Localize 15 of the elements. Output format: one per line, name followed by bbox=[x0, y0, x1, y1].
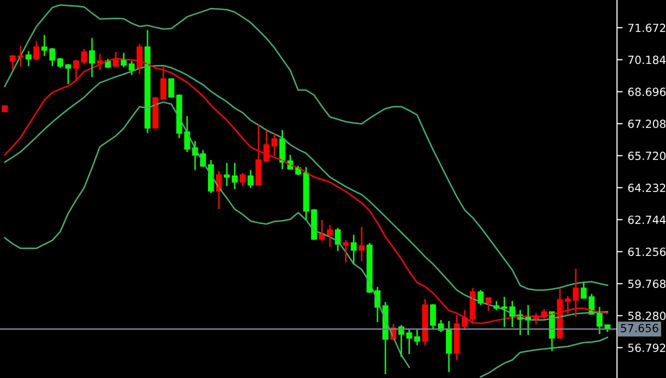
y-tick-label: 70.184 bbox=[628, 56, 666, 64]
y-tick-label: 58.280 bbox=[628, 312, 666, 320]
y-tick-label: 65.720 bbox=[628, 152, 666, 160]
line-series bbox=[4, 4, 608, 291]
candlestick bbox=[2, 105, 8, 112]
ref-line-label: 57.656 bbox=[620, 324, 658, 332]
y-tick-label: 62.744 bbox=[628, 216, 666, 224]
y-tick-label: 67.208 bbox=[628, 120, 666, 128]
y-tick-label: 59.768 bbox=[628, 280, 666, 288]
y-tick-label: 71.672 bbox=[628, 24, 666, 32]
y-tick-label: 68.696 bbox=[628, 88, 666, 96]
y-tick-label: 56.792 bbox=[628, 344, 666, 352]
candlestick bbox=[168, 78, 174, 98]
y-tick-label: 61.256 bbox=[628, 248, 666, 256]
y-tick-label: 64.232 bbox=[628, 184, 666, 192]
